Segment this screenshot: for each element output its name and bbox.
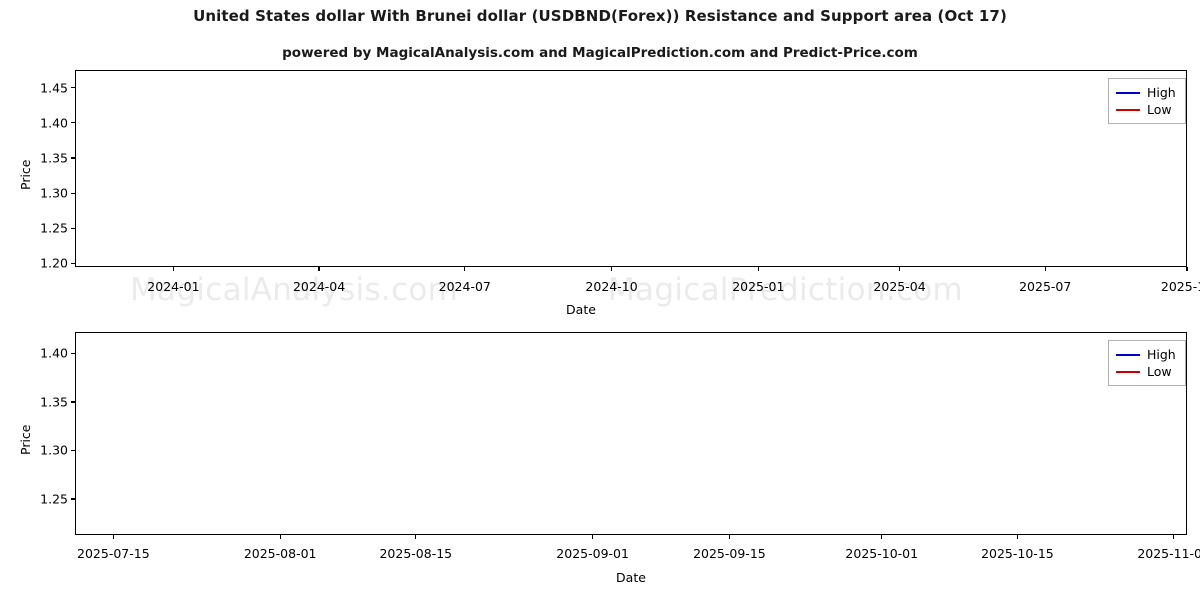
lower-chart-panel	[75, 332, 1187, 535]
x-tick-mark	[415, 535, 417, 539]
y-tick-mark	[71, 262, 75, 265]
legend-entry-low: Low	[1116, 101, 1176, 118]
x-tick-label: 2025-09-15	[693, 546, 766, 561]
x-tick-label: 2025-04	[873, 279, 926, 294]
x-tick-mark	[757, 267, 759, 271]
x-tick-mark	[1044, 267, 1046, 271]
x-tick-label: 2024-10	[585, 279, 638, 294]
lower-x-axis-label: Date	[616, 570, 646, 585]
y-tick-mark	[71, 352, 75, 354]
y-tick-label: 1.30	[40, 185, 68, 201]
y-tick-mark	[71, 227, 75, 229]
x-tick-mark	[279, 535, 281, 539]
legend-swatch-high	[1116, 91, 1140, 94]
legend-label-low: Low	[1147, 102, 1172, 117]
x-tick-mark	[728, 535, 730, 539]
x-tick-label: 2025-07-15	[77, 546, 150, 561]
legend-swatch-high	[1116, 353, 1140, 356]
x-tick-mark	[318, 267, 320, 271]
upper-legend: High Low	[1108, 78, 1186, 124]
legend-swatch-low	[1116, 108, 1140, 111]
x-tick-label: 2025-09-01	[556, 546, 629, 561]
legend-entry-high: High	[1116, 84, 1176, 101]
y-tick-mark	[71, 498, 75, 500]
y-tick-label: 1.25	[40, 491, 68, 507]
y-tick-mark	[71, 449, 75, 452]
x-tick-label: 2025-07	[1019, 279, 1072, 294]
x-tick-mark	[881, 535, 883, 539]
x-tick-label: 2025-08-01	[243, 546, 317, 561]
y-tick-label: 1.20	[40, 255, 68, 271]
x-tick-mark	[592, 535, 594, 539]
y-tick-label: 1.40	[40, 345, 68, 361]
x-tick-mark	[898, 267, 901, 271]
x-tick-mark	[610, 267, 613, 271]
x-tick-label: 2025-10-15	[981, 546, 1054, 561]
y-tick-mark	[71, 86, 75, 89]
lower-axes-frame	[75, 332, 1187, 535]
legend-entry-high: High	[1116, 346, 1176, 363]
upper-axes-frame	[75, 70, 1187, 267]
x-tick-label: 2024-01	[147, 279, 200, 294]
legend-label-high: High	[1147, 347, 1176, 362]
legend-entry-low: Low	[1116, 363, 1176, 380]
x-tick-label: 2025-08-15	[379, 546, 453, 561]
page-title: United States dollar With Brunei dollar …	[193, 7, 1007, 25]
y-tick-mark	[71, 157, 75, 159]
legend-swatch-low	[1116, 370, 1140, 373]
x-tick-label: 2025-01	[732, 279, 785, 294]
x-tick-label: 2024-07	[438, 279, 491, 294]
x-tick-label: 2025-11-01	[1137, 546, 1200, 561]
x-tick-mark	[1173, 535, 1175, 539]
lower-legend: High Low	[1108, 340, 1186, 386]
y-tick-label: 1.25	[40, 220, 68, 236]
y-tick-label: 1.40	[40, 115, 68, 131]
y-tick-label: 1.45	[40, 80, 68, 96]
y-tick-label: 1.35	[40, 394, 68, 410]
y-tick-label: 1.35	[40, 150, 68, 166]
y-tick-label: 1.30	[40, 442, 68, 458]
x-tick-mark	[172, 267, 174, 271]
x-tick-mark	[112, 535, 114, 539]
upper-chart-panel	[75, 70, 1187, 267]
x-tick-mark	[1186, 267, 1188, 271]
page-subtitle: powered by MagicalAnalysis.com and Magic…	[282, 45, 918, 61]
x-tick-label: 2025-10-01	[845, 546, 919, 561]
x-tick-mark	[464, 267, 466, 271]
x-tick-label: 2025-10	[1160, 279, 1200, 294]
x-tick-label: 2024-04	[292, 279, 346, 294]
legend-label-low: Low	[1147, 364, 1172, 379]
y-tick-mark	[71, 122, 75, 124]
y-tick-mark	[71, 401, 75, 403]
y-tick-mark	[71, 192, 75, 194]
upper-x-axis-label: Date	[566, 302, 596, 317]
legend-label-high: High	[1147, 85, 1176, 100]
x-tick-mark	[1016, 535, 1018, 539]
